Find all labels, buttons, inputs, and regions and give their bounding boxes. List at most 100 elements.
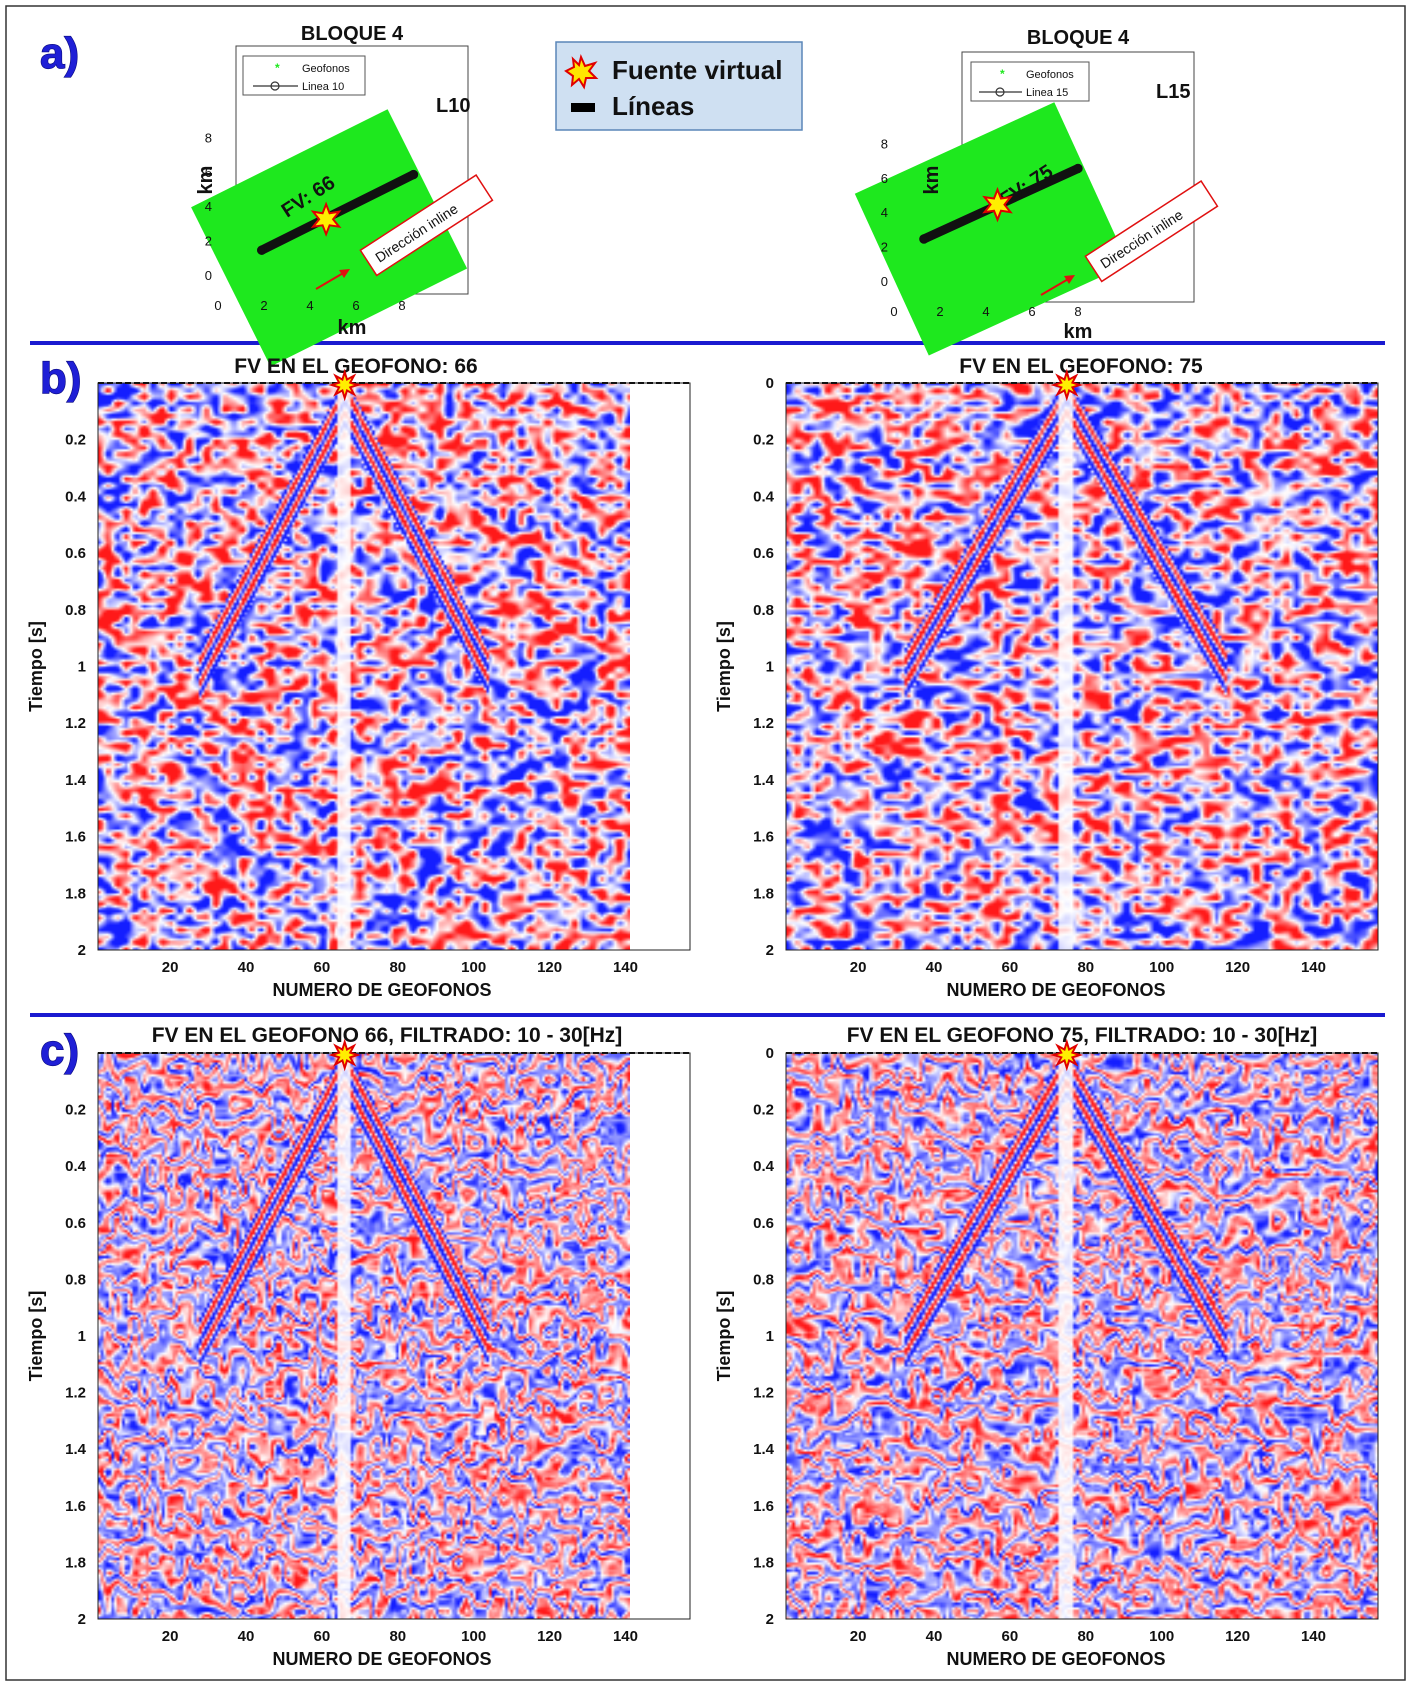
- plot-axes: [97, 382, 691, 951]
- ytick-label: 0.6: [65, 1215, 86, 1232]
- plot-ylabel: Tiempo [s]: [26, 621, 46, 712]
- panel-label-a: a): [40, 29, 79, 78]
- star-icon: [564, 53, 599, 90]
- line-swatch-icon: [571, 103, 595, 112]
- xtick-label: 40: [238, 1628, 255, 1645]
- ytick-label: 0.6: [65, 545, 86, 562]
- xtick-label: 40: [238, 959, 255, 976]
- map-ytick-label: 2: [205, 234, 212, 249]
- plot-title: FV EN EL GEOFONO: 66: [234, 355, 478, 378]
- legend-geofonos: Geofonos: [302, 63, 350, 75]
- map-bloque-right: BLOQUE 4 0 2 4 6 8 0 2 4 6 8 km km * Geofonos Li…: [854, 27, 1219, 356]
- xtick-label: 60: [1002, 959, 1019, 976]
- legend-source-label: Fuente virtual: [612, 55, 782, 85]
- map-xtick-label: 2: [936, 304, 943, 319]
- xtick-label: 80: [389, 1628, 406, 1645]
- ytick-label: 0.6: [753, 1215, 774, 1232]
- ytick-label: 1: [766, 1328, 774, 1345]
- ytick-label: 1: [78, 1328, 86, 1345]
- ytick-label: 1.8: [65, 885, 86, 902]
- map-xtick-label: 8: [398, 298, 405, 313]
- xtick-label: 20: [850, 1628, 867, 1645]
- source-star: [310, 201, 342, 237]
- xtick-label: 60: [314, 959, 331, 976]
- ytick-label: 1.4: [753, 772, 775, 789]
- ytick-label: 1.2: [753, 715, 774, 732]
- xtick-label: 60: [314, 1628, 331, 1645]
- ytick-label: 1.4: [65, 772, 87, 789]
- seismic-raster: [786, 383, 1378, 950]
- seismic-plot-75-filtered: FV EN EL GEOFONO 75, FILTRADO: 10 - 30[H…: [714, 1024, 1379, 1669]
- map-title: BLOQUE 4: [301, 23, 404, 45]
- star-icon: [1050, 368, 1084, 402]
- source-star: [982, 186, 1013, 223]
- star-icon: [1050, 1038, 1084, 1072]
- xtick-label: 140: [613, 959, 638, 976]
- ytick-label: 1.2: [753, 1385, 774, 1402]
- geophone-area: [854, 102, 1129, 356]
- ytick-label: 0.4: [65, 488, 87, 505]
- asterisk-icon: *: [275, 61, 280, 75]
- xtick-label: 80: [389, 959, 406, 976]
- ytick-label: 0.8: [753, 1271, 774, 1288]
- panel-label-c: c): [40, 1026, 79, 1075]
- circle-marker-icon: [995, 87, 1005, 97]
- circle-marker-icon: [270, 81, 280, 91]
- ytick-label: 1.8: [753, 885, 774, 902]
- xtick-label: 80: [1077, 959, 1094, 976]
- map-ytick-label: 0: [881, 274, 888, 289]
- seismic-plot-75: FV EN EL GEOFONO: 75 20 40 60 80 100 120 140 0 0.…: [714, 355, 1379, 1000]
- plot-axes: [785, 1052, 1379, 1620]
- xtick-label: 120: [1225, 1628, 1250, 1645]
- xtick-label: 100: [1149, 1628, 1174, 1645]
- plot-xlabel: NUMERO DE GEOFONOS: [272, 980, 491, 1000]
- xtick-label: 100: [1149, 959, 1174, 976]
- legend-geofonos: Geofonos: [1026, 69, 1074, 81]
- xtick-label: 120: [1225, 959, 1250, 976]
- map-yticks: 0 2 4 6 8: [205, 130, 212, 283]
- ytick-label: 0.8: [753, 602, 774, 619]
- geophone-area: [191, 109, 468, 367]
- ytick-label: 0.4: [753, 1158, 775, 1175]
- xtick-label: 100: [461, 959, 486, 976]
- plot-xlabel: NUMERO DE GEOFONOS: [272, 1649, 491, 1669]
- xtick-label: 40: [926, 1628, 943, 1645]
- map-ytick-label: 6: [205, 165, 212, 180]
- map-ytick-label: 8: [205, 130, 212, 145]
- plot-title: FV EN EL GEOFONO 75, FILTRADO: 10 - 30[H…: [847, 1024, 1318, 1047]
- ytick-label: 0.2: [65, 432, 86, 449]
- seismic-raster: [98, 1053, 630, 1619]
- map-ytick-label: 6: [881, 171, 888, 186]
- ytick-label: 1: [766, 659, 774, 676]
- figure-frame: [5, 5, 1406, 1681]
- xtick-label: 80: [1077, 1628, 1094, 1645]
- plot-axes: [785, 382, 1379, 951]
- map-ylabel: km: [921, 166, 943, 195]
- map-bloque-left: BLOQUE 4 0 2 4 6 8 0 2 4 6 8 km km * Geofonos Li…: [191, 23, 494, 367]
- plot-title: FV EN EL GEOFONO 66, FILTRADO: 10 - 30[H…: [152, 1024, 623, 1047]
- ytick-label: 1.6: [753, 1498, 774, 1515]
- ytick-label: 1.6: [65, 829, 86, 846]
- ytick-label: 0.2: [753, 432, 774, 449]
- seismic-raster: [786, 1053, 1378, 1619]
- xtick-label: 140: [1301, 959, 1326, 976]
- map-xtick-label: 0: [214, 298, 221, 313]
- panel-label-b: b): [40, 354, 82, 403]
- map-title: BLOQUE 4: [1027, 27, 1130, 49]
- ytick-label: 1.6: [65, 1498, 86, 1515]
- map-ytick-label: 8: [881, 136, 888, 151]
- map-ytick-label: 4: [881, 205, 888, 220]
- map-legend: * Geofonos Linea 10: [242, 55, 366, 96]
- map-ylabel: km: [195, 166, 217, 195]
- star-icon: [310, 201, 342, 237]
- map-xtick-label: 2: [260, 298, 267, 313]
- line-label: L15: [1156, 81, 1190, 103]
- ytick-label: 1: [78, 659, 86, 676]
- seismic-raster: [98, 383, 630, 950]
- plot-ylabel: Tiempo [s]: [26, 1291, 46, 1382]
- xtick-label: 100: [461, 1628, 486, 1645]
- xtick-label: 140: [613, 1628, 638, 1645]
- xtick-label: 40: [926, 959, 943, 976]
- source-legend-box: Fuente virtual Líneas: [555, 41, 803, 131]
